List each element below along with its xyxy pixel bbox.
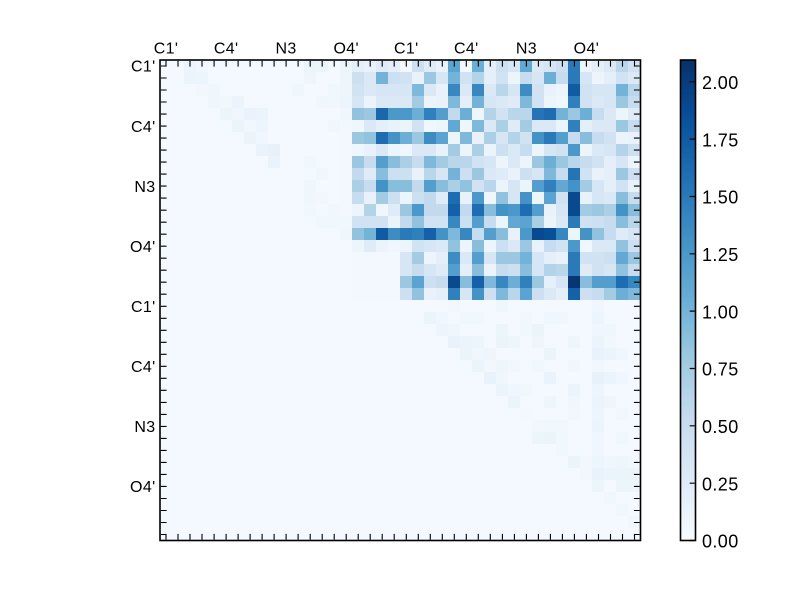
svg-text:C1': C1' — [394, 41, 419, 58]
svg-text:N3: N3 — [134, 419, 155, 436]
svg-text:C4': C4' — [131, 359, 156, 376]
svg-text:1.50: 1.50 — [702, 188, 739, 208]
svg-text:N3: N3 — [516, 41, 537, 58]
svg-text:N3: N3 — [134, 179, 155, 196]
svg-text:N3: N3 — [276, 41, 297, 58]
svg-text:C1': C1' — [131, 59, 156, 76]
svg-text:1.75: 1.75 — [702, 130, 739, 150]
svg-text:0.25: 0.25 — [702, 474, 739, 494]
svg-text:C1': C1' — [131, 299, 156, 316]
svg-text:O4': O4' — [333, 41, 358, 58]
svg-text:1.25: 1.25 — [702, 245, 739, 265]
svg-text:0.50: 0.50 — [702, 417, 739, 437]
svg-text:O4': O4' — [130, 239, 155, 256]
svg-text:O4': O4' — [574, 41, 599, 58]
svg-text:C4': C4' — [454, 41, 479, 58]
svg-text:1.00: 1.00 — [702, 302, 739, 322]
svg-text:C4': C4' — [214, 41, 239, 58]
svg-text:C1': C1' — [154, 41, 179, 58]
svg-text:0.00: 0.00 — [702, 532, 739, 552]
svg-text:O4': O4' — [130, 479, 155, 496]
svg-text:0.75: 0.75 — [702, 360, 739, 380]
svg-text:2.00: 2.00 — [702, 73, 739, 93]
svg-text:C4': C4' — [131, 119, 156, 136]
